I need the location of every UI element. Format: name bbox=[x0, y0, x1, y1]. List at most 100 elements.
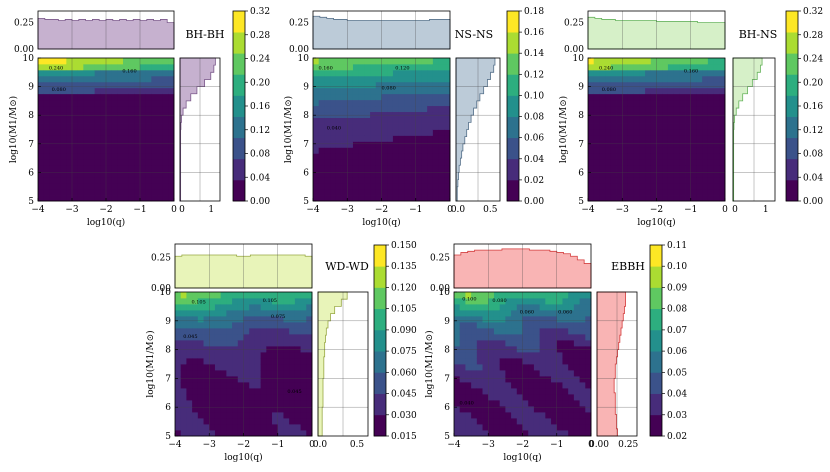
x-tick-label: 0 bbox=[722, 205, 728, 215]
colorbar-segment bbox=[650, 266, 662, 288]
heatmap-cell bbox=[511, 352, 518, 359]
heatmap-cell bbox=[459, 370, 466, 377]
heatmap-cell bbox=[679, 183, 686, 190]
heatmap-cell bbox=[539, 334, 546, 341]
heatmap-cell bbox=[180, 400, 187, 407]
heatmap-cell bbox=[289, 394, 296, 401]
heatmap-cell bbox=[556, 430, 563, 437]
colorbar-tick-label: 0.20 bbox=[803, 78, 823, 88]
heatmap-cell bbox=[358, 117, 365, 124]
heatmap-cell bbox=[186, 388, 193, 395]
heatmap-cell bbox=[696, 189, 703, 196]
heatmap-cell bbox=[364, 81, 371, 89]
heatmap-cell bbox=[232, 364, 239, 371]
heatmap-cell bbox=[375, 189, 382, 196]
colorbar-tick-label: 0.28 bbox=[250, 31, 270, 41]
heatmap-cell bbox=[551, 400, 558, 407]
heatmap-cell bbox=[370, 93, 377, 101]
heatmap-cell bbox=[140, 195, 147, 202]
heatmap-cell bbox=[77, 189, 84, 196]
heatmap-cell bbox=[203, 328, 210, 335]
heatmap-cell bbox=[662, 93, 669, 101]
heatmap-cell bbox=[421, 75, 428, 83]
heatmap-cell bbox=[294, 304, 301, 311]
heatmap-cell bbox=[493, 382, 501, 389]
heatmap-cell bbox=[488, 400, 495, 407]
heatmap-cell bbox=[347, 81, 354, 89]
heatmap-cell bbox=[444, 165, 451, 172]
y-tick-label: 9 bbox=[165, 317, 171, 327]
heatmap-cell bbox=[128, 87, 135, 95]
heatmap-cell bbox=[627, 195, 635, 202]
heatmap-cell bbox=[673, 58, 680, 65]
heatmap-cell bbox=[533, 352, 541, 359]
heatmap-cell bbox=[516, 304, 523, 311]
heatmap-cell bbox=[352, 129, 360, 136]
heatmap-cell bbox=[662, 177, 669, 184]
heatmap-cell bbox=[341, 135, 348, 142]
heatmap-cell bbox=[415, 135, 422, 142]
heatmap-cell bbox=[55, 177, 62, 184]
colorbar-tick-label: 0.04 bbox=[667, 390, 687, 400]
heatmap-cell bbox=[579, 292, 586, 299]
heatmap-cell bbox=[696, 87, 703, 95]
heatmap-cell bbox=[702, 183, 709, 190]
heatmap-cell bbox=[157, 159, 164, 166]
colorbar-segment bbox=[374, 393, 386, 416]
heatmap-cell bbox=[650, 153, 657, 160]
heatmap-cell bbox=[324, 58, 331, 65]
heatmap-cell bbox=[707, 123, 714, 130]
heatmap-cell bbox=[465, 406, 472, 413]
heatmap-cell bbox=[330, 58, 337, 65]
x-tick-label: −2 bbox=[237, 440, 250, 450]
heatmap-cell bbox=[645, 81, 652, 89]
heatmap-cell bbox=[55, 63, 62, 71]
heatmap-cell bbox=[533, 364, 541, 371]
heatmap-cell bbox=[713, 58, 720, 65]
heatmap-cell bbox=[622, 153, 629, 160]
heatmap-cell bbox=[645, 87, 652, 95]
heatmap-cell bbox=[123, 159, 130, 166]
heatmap-cell bbox=[579, 316, 586, 323]
heatmap-cell bbox=[410, 58, 417, 65]
colorbar-segment bbox=[233, 53, 245, 75]
heatmap-cell bbox=[83, 93, 90, 101]
heatmap-cell bbox=[220, 346, 227, 353]
heatmap-cell bbox=[364, 165, 371, 172]
heatmap-cell bbox=[192, 346, 199, 353]
heatmap-cell bbox=[77, 165, 84, 172]
heatmap-cell bbox=[100, 159, 107, 166]
heatmap-cell bbox=[134, 141, 141, 148]
heatmap-cell bbox=[375, 123, 382, 130]
heatmap-cell bbox=[392, 69, 400, 77]
heatmap-cell bbox=[243, 424, 250, 431]
heatmap-cell bbox=[226, 340, 233, 347]
heatmap-cell bbox=[352, 99, 360, 107]
heatmap-cell bbox=[545, 322, 552, 329]
heatmap-cell bbox=[324, 75, 331, 83]
colorbar-segment bbox=[374, 372, 386, 394]
heatmap-cell bbox=[588, 105, 595, 113]
heatmap-cell bbox=[593, 147, 600, 154]
heatmap-cell bbox=[522, 292, 529, 299]
heatmap-cell bbox=[289, 304, 296, 311]
heatmap-cell bbox=[197, 430, 204, 437]
heatmap-cell bbox=[410, 135, 417, 142]
heatmap-cell bbox=[66, 117, 73, 124]
heatmap-cell bbox=[232, 406, 239, 413]
heatmap-cell bbox=[347, 171, 354, 178]
heatmap-cell bbox=[243, 352, 250, 359]
heatmap-cell bbox=[387, 159, 394, 166]
heatmap-cell bbox=[493, 340, 501, 347]
heatmap-cell bbox=[209, 358, 216, 365]
heatmap-cell bbox=[203, 334, 210, 341]
heatmap-cell bbox=[134, 111, 141, 118]
heatmap-cell bbox=[341, 153, 348, 160]
heatmap-cell bbox=[83, 183, 90, 190]
heatmap-cell bbox=[610, 189, 617, 196]
heatmap-cell bbox=[573, 340, 580, 347]
heatmap-cell bbox=[588, 147, 595, 154]
heatmap-cell bbox=[690, 93, 697, 101]
heatmap-cell bbox=[66, 75, 73, 83]
heatmap-cell bbox=[585, 310, 592, 317]
